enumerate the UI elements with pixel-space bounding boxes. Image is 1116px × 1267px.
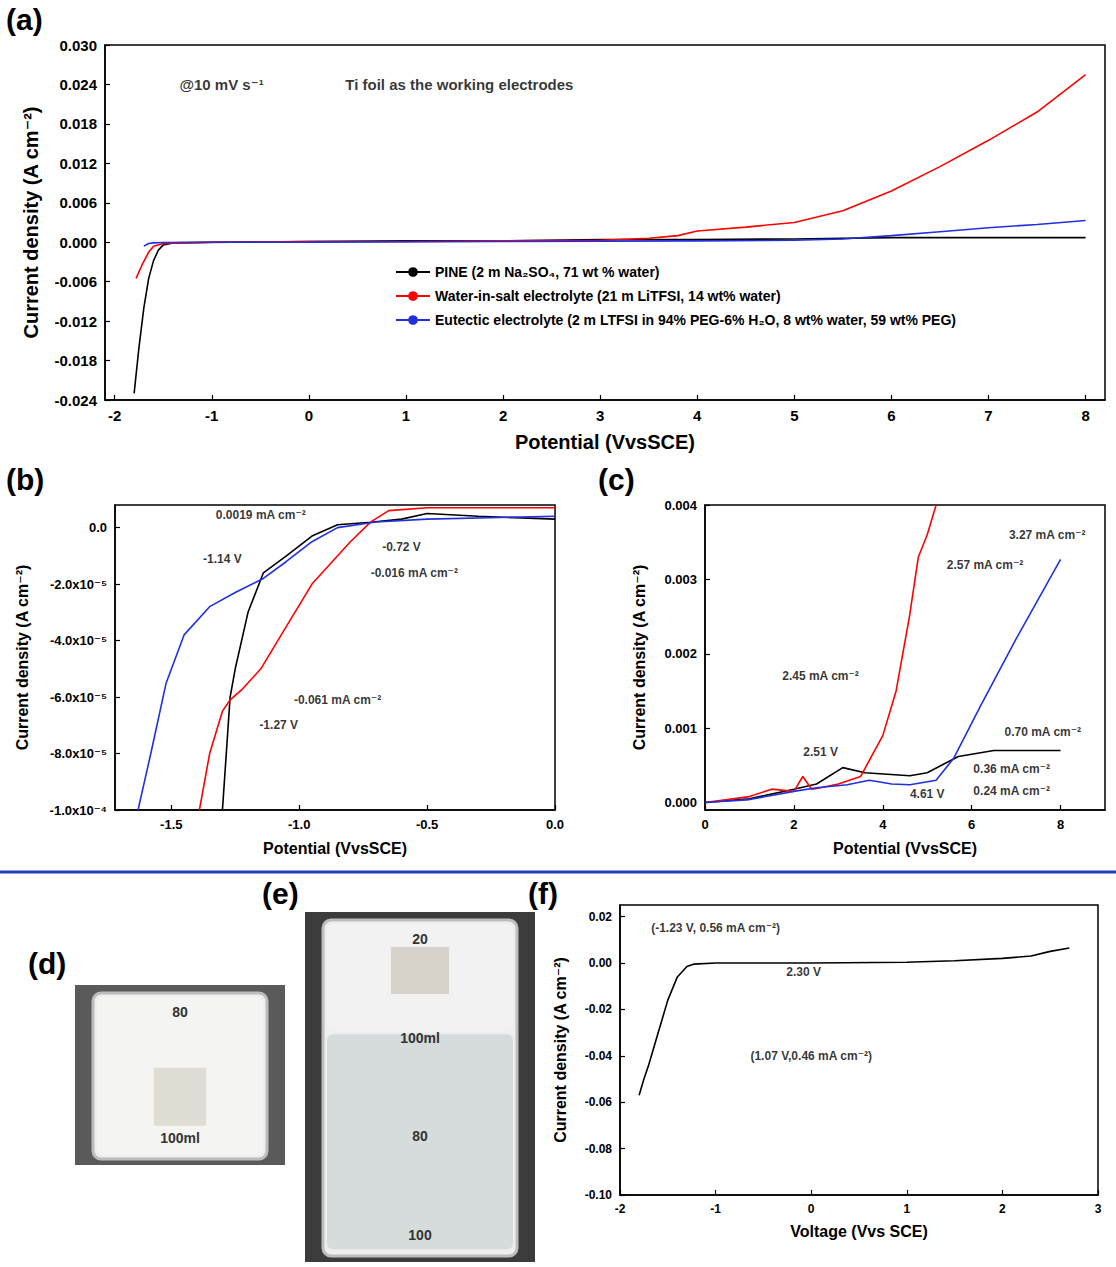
svg-text:4.61 V: 4.61 V — [910, 787, 945, 801]
svg-text:-2: -2 — [615, 1202, 626, 1216]
svg-text:Current density (A cm⁻²): Current density (A cm⁻²) — [14, 565, 31, 751]
svg-text:Voltage (Vvs SCE): Voltage (Vvs SCE) — [790, 1223, 928, 1240]
svg-text:80: 80 — [412, 1128, 428, 1144]
svg-text:3.27 mA cm⁻²: 3.27 mA cm⁻² — [1009, 528, 1086, 542]
svg-text:7: 7 — [984, 407, 992, 424]
svg-text:0.001: 0.001 — [664, 721, 697, 736]
svg-text:0.030: 0.030 — [59, 37, 97, 54]
svg-text:100: 100 — [408, 1227, 432, 1243]
svg-text:2: 2 — [999, 1202, 1006, 1216]
svg-text:Eutectic electrolyte (2 m LTFS: Eutectic electrolyte (2 m LTFSI in 94% P… — [435, 312, 956, 328]
svg-text:-1.27 V: -1.27 V — [259, 718, 298, 732]
svg-text:2.51 V: 2.51 V — [803, 745, 838, 759]
svg-text:Potential (VvsSCE): Potential (VvsSCE) — [515, 431, 695, 453]
svg-text:2: 2 — [499, 407, 507, 424]
svg-text:-0.04: -0.04 — [585, 1049, 613, 1063]
svg-text:3: 3 — [1095, 1202, 1102, 1216]
svg-text:-0.061 mA cm⁻²: -0.061 mA cm⁻² — [294, 693, 381, 707]
svg-text:-1.14 V: -1.14 V — [203, 552, 242, 566]
svg-text:-0.012: -0.012 — [54, 313, 97, 330]
svg-text:-0.06: -0.06 — [585, 1095, 613, 1109]
svg-text:0.0019 mA cm⁻²: 0.0019 mA cm⁻² — [216, 508, 306, 522]
svg-text:-0.016 mA cm⁻²: -0.016 mA cm⁻² — [371, 566, 458, 580]
svg-text:Potential (VvsSCE): Potential (VvsSCE) — [833, 840, 977, 857]
svg-text:100ml: 100ml — [400, 1030, 440, 1046]
svg-text:(e): (e) — [262, 877, 299, 910]
svg-text:20: 20 — [412, 931, 428, 947]
svg-text:6: 6 — [887, 407, 895, 424]
svg-text:(-1.23 V, 0.56 mA cm⁻²): (-1.23 V, 0.56 mA cm⁻²) — [651, 921, 780, 935]
svg-text:1: 1 — [402, 407, 410, 424]
svg-text:0.000: 0.000 — [664, 795, 697, 810]
svg-text:0.018: 0.018 — [59, 115, 97, 132]
svg-text:0.024: 0.024 — [59, 76, 97, 93]
svg-text:2.57 mA cm⁻²: 2.57 mA cm⁻² — [947, 558, 1024, 572]
svg-text:(d): (d) — [28, 947, 66, 980]
svg-text:-1.0: -1.0 — [288, 817, 310, 832]
svg-text:3: 3 — [596, 407, 604, 424]
svg-text:0.003: 0.003 — [664, 572, 697, 587]
svg-text:-1: -1 — [710, 1202, 721, 1216]
svg-text:-4.0x10⁻⁵: -4.0x10⁻⁵ — [50, 633, 107, 648]
svg-text:-1.0x10⁻⁴: -1.0x10⁻⁴ — [50, 803, 107, 818]
svg-text:-8.0x10⁻⁵: -8.0x10⁻⁵ — [50, 746, 107, 761]
svg-text:-2: -2 — [108, 407, 121, 424]
svg-text:4: 4 — [879, 817, 887, 832]
svg-text:8: 8 — [1081, 407, 1089, 424]
svg-text:0.000: 0.000 — [59, 234, 97, 251]
svg-text:0: 0 — [701, 817, 708, 832]
svg-text:Current density (A cm⁻²): Current density (A cm⁻²) — [552, 957, 569, 1143]
svg-text:Current density (A cm⁻²): Current density (A cm⁻²) — [20, 106, 42, 338]
svg-text:(b): (b) — [6, 463, 44, 496]
svg-text:8: 8 — [1057, 817, 1064, 832]
svg-text:0.0: 0.0 — [89, 520, 107, 535]
svg-text:0.0: 0.0 — [546, 817, 564, 832]
svg-text:-0.018: -0.018 — [54, 352, 97, 369]
svg-text:-2.0x10⁻⁵: -2.0x10⁻⁵ — [50, 577, 107, 592]
svg-text:-0.5: -0.5 — [416, 817, 438, 832]
svg-text:(c): (c) — [598, 463, 635, 496]
svg-text:0.02: 0.02 — [589, 910, 613, 924]
svg-text:2.30 V: 2.30 V — [786, 965, 821, 979]
svg-text:Water-in-salt electrolyte (21: Water-in-salt electrolyte (21 m LiTFSI, … — [435, 288, 781, 304]
svg-text:Current density (A cm⁻²): Current density (A cm⁻²) — [631, 565, 648, 751]
svg-text:0.006: 0.006 — [59, 194, 97, 211]
svg-text:0.36 mA cm⁻²: 0.36 mA cm⁻² — [973, 762, 1050, 776]
svg-text:-1.5: -1.5 — [160, 817, 182, 832]
svg-text:PINE (2 m Na₂SO₄, 71 wt % wate: PINE (2 m Na₂SO₄, 71 wt % water) — [435, 264, 660, 280]
svg-text:-6.0x10⁻⁵: -6.0x10⁻⁵ — [50, 690, 107, 705]
svg-text:4: 4 — [693, 407, 702, 424]
svg-text:(a): (a) — [6, 3, 43, 36]
svg-text:6: 6 — [968, 817, 975, 832]
svg-text:2: 2 — [790, 817, 797, 832]
svg-text:-0.006: -0.006 — [54, 273, 97, 290]
svg-text:-0.72 V: -0.72 V — [382, 540, 421, 554]
svg-text:Potential (VvsSCE): Potential (VvsSCE) — [263, 840, 407, 857]
svg-text:80: 80 — [172, 1004, 188, 1020]
svg-text:5: 5 — [790, 407, 798, 424]
svg-text:0: 0 — [305, 407, 313, 424]
svg-text:0.012: 0.012 — [59, 155, 97, 172]
svg-text:(f): (f) — [528, 877, 558, 910]
svg-text:100ml: 100ml — [160, 1130, 200, 1146]
svg-text:-0.10: -0.10 — [585, 1188, 613, 1202]
svg-text:-0.02: -0.02 — [585, 1002, 613, 1016]
svg-text:@10 mV s⁻¹: @10 mV s⁻¹ — [179, 76, 263, 93]
svg-text:0: 0 — [808, 1202, 815, 1216]
svg-text:2.45 mA cm⁻²: 2.45 mA cm⁻² — [782, 669, 859, 683]
svg-text:0.00: 0.00 — [589, 956, 613, 970]
svg-text:0.24 mA cm⁻²: 0.24 mA cm⁻² — [973, 784, 1050, 798]
svg-text:(1.07 V,0.46 mA cm⁻²): (1.07 V,0.46 mA cm⁻²) — [750, 1049, 872, 1063]
svg-text:-0.08: -0.08 — [585, 1142, 613, 1156]
svg-text:-0.024: -0.024 — [54, 392, 97, 409]
svg-text:0.004: 0.004 — [664, 498, 697, 513]
svg-text:-1: -1 — [205, 407, 218, 424]
svg-text:0.002: 0.002 — [664, 646, 697, 661]
svg-text:1: 1 — [903, 1202, 910, 1216]
svg-text:Ti foil as the working electro: Ti foil as the working electrodes — [345, 76, 573, 93]
svg-text:0.70 mA cm⁻²: 0.70 mA cm⁻² — [1004, 725, 1081, 739]
